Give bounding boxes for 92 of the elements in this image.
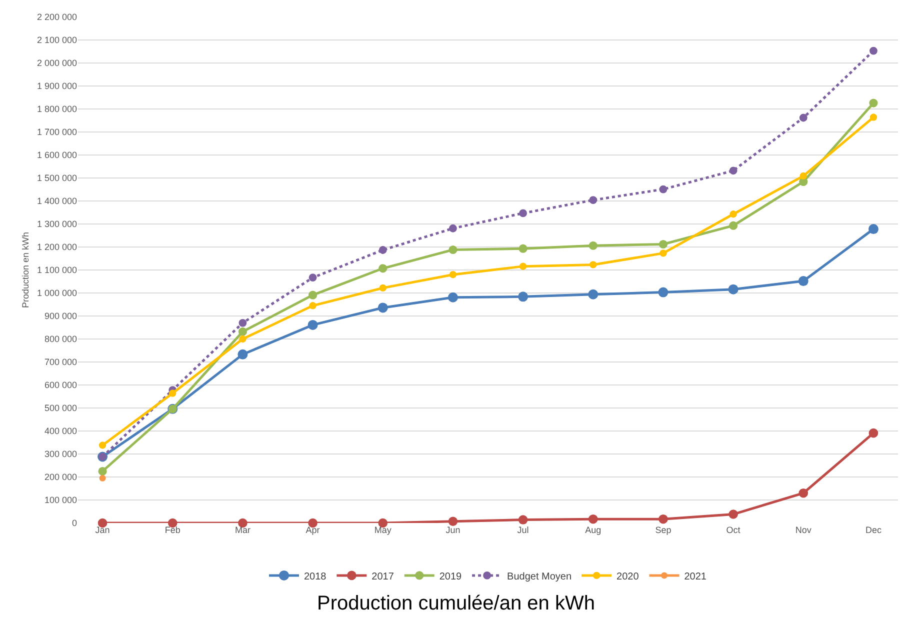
point — [239, 335, 246, 343]
point — [589, 196, 598, 204]
point — [519, 209, 527, 218]
y-tick-label: 1 000 000 — [36, 288, 77, 298]
point — [98, 466, 107, 476]
y-tick-label: 300 000 — [44, 449, 77, 460]
point — [728, 510, 738, 519]
point — [868, 224, 878, 234]
legend-label: 2019 — [439, 571, 462, 582]
point — [448, 292, 458, 302]
point — [308, 290, 318, 300]
point — [729, 166, 738, 175]
legend-label: 2018 — [304, 571, 327, 582]
y-tick-label: 500 000 — [44, 403, 77, 414]
point — [448, 516, 458, 526]
x-tick-label: Sep — [655, 525, 672, 535]
point — [308, 274, 317, 282]
point — [590, 261, 597, 268]
x-tick-label: Apr — [306, 525, 320, 535]
point — [449, 271, 457, 278]
point — [448, 245, 458, 254]
point — [308, 320, 318, 330]
y-tick-label: 1 300 000 — [36, 219, 77, 230]
y-tick-label: 1 400 000 — [36, 196, 77, 206]
point — [660, 250, 667, 257]
point — [658, 514, 668, 524]
point — [870, 114, 878, 121]
point — [518, 292, 528, 302]
legend-label: 2021 — [684, 571, 707, 582]
legend-label: 2017 — [372, 571, 394, 582]
point — [729, 221, 738, 230]
x-tick-label: Jun — [446, 525, 460, 535]
x-tick-label: Feb — [164, 525, 180, 535]
point — [798, 488, 808, 498]
y-tick-label: 1 500 000 — [36, 173, 77, 184]
text: Production cumulée/an en kWh — [317, 592, 595, 615]
y-tick-label: 1 200 000 — [36, 242, 77, 252]
point — [799, 114, 808, 122]
x-tick-label: May — [374, 525, 392, 535]
y-tick-label: 400 000 — [44, 426, 77, 436]
y-tick-label: 200 000 — [44, 472, 77, 482]
point — [519, 262, 527, 270]
point — [870, 46, 878, 55]
point — [588, 241, 598, 250]
y-axis-title: Production en kWh — [20, 232, 30, 308]
point — [518, 244, 528, 253]
point — [800, 172, 807, 180]
x-tick-label: Jul — [517, 525, 529, 535]
x-tick-label: Oct — [726, 525, 741, 535]
point — [379, 284, 386, 292]
legend-label: Budget Moyen — [507, 571, 572, 582]
point — [309, 302, 316, 310]
y-tick-label: 2 100 000 — [36, 35, 77, 46]
y-tick-label: 2 200 000 — [36, 12, 77, 22]
point — [518, 515, 528, 524]
point — [869, 98, 878, 108]
point — [658, 287, 668, 298]
point — [238, 318, 247, 327]
point — [449, 224, 457, 232]
y-tick-label: 2 000 000 — [36, 58, 77, 68]
point — [378, 264, 388, 273]
point — [238, 349, 248, 360]
x-tick-label: Nov — [795, 525, 812, 535]
point — [658, 240, 668, 249]
point — [588, 514, 598, 524]
point — [798, 276, 808, 286]
x-tick-label: Dec — [865, 525, 882, 535]
y-tick-label: 700 000 — [44, 357, 77, 368]
point — [98, 442, 106, 449]
point — [169, 390, 176, 397]
y-tick-label: 1 100 000 — [36, 265, 77, 276]
y-tick-label: 0 — [72, 518, 77, 528]
point — [659, 185, 668, 194]
y-tick-label: 1 900 000 — [36, 81, 77, 92]
point — [728, 284, 738, 294]
x-tick-label: Jan — [95, 525, 110, 535]
y-tick-label: 100 000 — [44, 495, 77, 506]
y-tick-label: 600 000 — [44, 380, 77, 390]
y-tick-label: 1 700 000 — [36, 127, 77, 138]
point — [588, 289, 598, 300]
x-tick-label: Mar — [234, 525, 250, 535]
y-tick-label: 1 600 000 — [36, 150, 77, 160]
point — [378, 246, 387, 254]
y-tick-label: 900 000 — [44, 311, 77, 322]
point — [378, 302, 388, 313]
y-tick-label: 800 000 — [44, 334, 77, 344]
point — [730, 210, 737, 218]
legend-label: 2020 — [616, 571, 640, 582]
y-tick-label: 1 800 000 — [36, 104, 77, 114]
point — [868, 428, 878, 438]
x-tick-label: Aug — [585, 525, 602, 535]
point — [238, 327, 247, 336]
